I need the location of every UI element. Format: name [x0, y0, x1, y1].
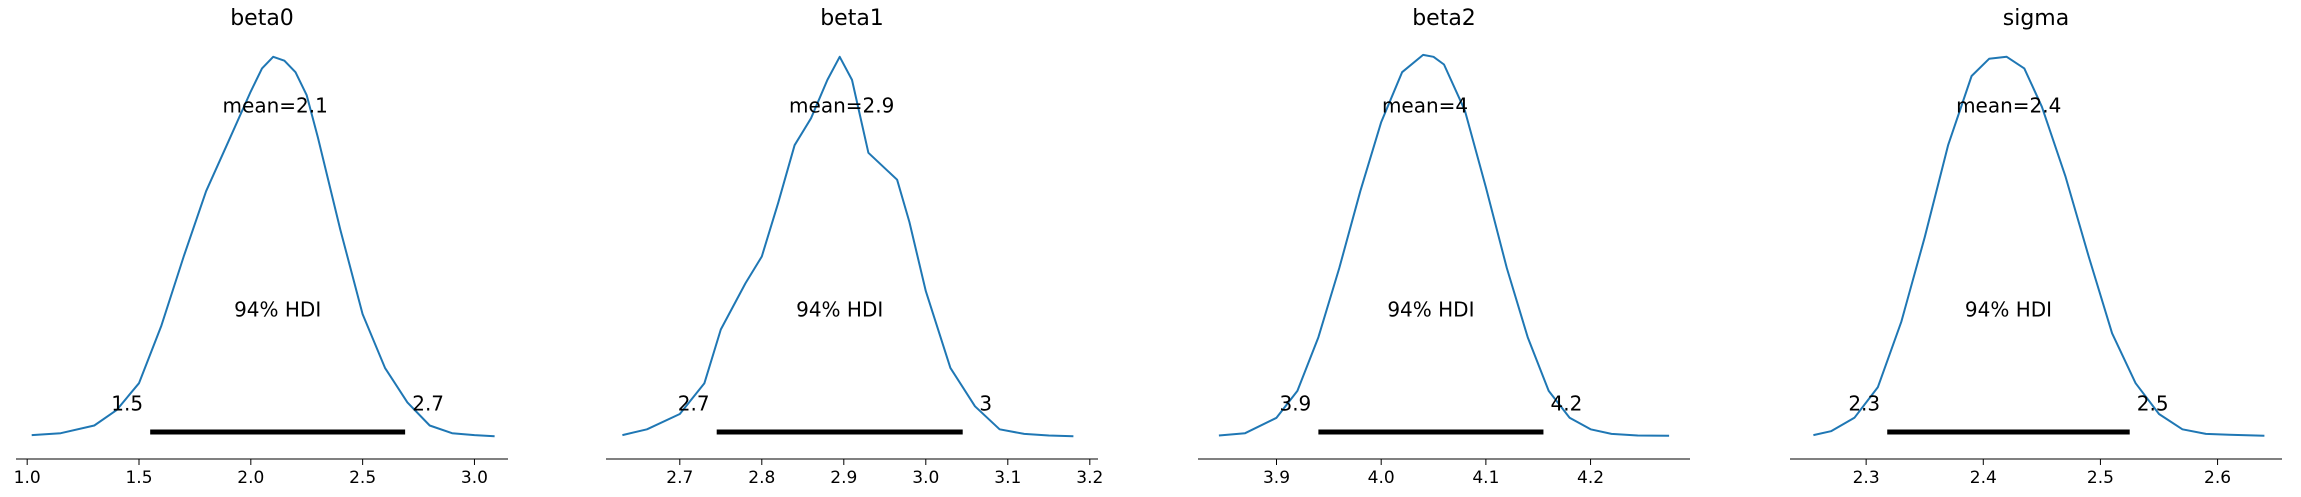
x-tick-label: 2.0: [237, 468, 264, 488]
x-tick-label: 3.1: [994, 468, 1021, 488]
x-tick-label: 1.0: [14, 468, 41, 488]
hdi-upper-label: 4.2: [1551, 392, 1583, 416]
x-tick-label: 1.5: [125, 468, 152, 488]
x-tick-label: 3.2: [1076, 468, 1103, 488]
panel-beta2: beta2 mean=4 94% HDI 3.9 4.2 3.9 4.0 4.1 4.2: [1198, 6, 1690, 488]
x-tick-label: 3.0: [912, 468, 939, 488]
panel-title: beta1: [820, 6, 884, 31]
hdi-lower-label: 3.9: [1279, 392, 1311, 416]
panel-title: beta2: [1412, 6, 1476, 31]
mean-label: mean=2.1: [223, 94, 328, 118]
x-tick-label: 2.7: [666, 468, 693, 488]
density-curve: [1218, 53, 1670, 437]
hdi-upper-label: 2.5: [2137, 392, 2169, 416]
x-tick-label: 2.4: [1970, 468, 1997, 488]
panel-title: sigma: [2003, 6, 2069, 31]
hdi-label: 94% HDI: [1387, 298, 1474, 322]
hdi-label: 94% HDI: [1965, 298, 2052, 322]
hdi-label: 94% HDI: [796, 298, 883, 322]
density-curve: [31, 55, 495, 438]
hdi-lower-label: 2.7: [678, 392, 710, 416]
panel-beta0: beta0 mean=2.1 94% HDI 1.5 2.7 1.0 1.5 2.0 2.5 3.…: [14, 6, 508, 488]
hdi-label: 94% HDI: [234, 298, 321, 322]
x-tick-label: 4.2: [1577, 468, 1604, 488]
x-tick-label: 2.5: [349, 468, 376, 488]
hdi-upper-label: 3: [979, 392, 992, 416]
hdi-lower-label: 2.3: [1848, 392, 1880, 416]
mean-label: mean=2.9: [789, 94, 894, 118]
panel-title: beta0: [230, 6, 294, 31]
panel-beta1: beta1 mean=2.9 94% HDI 2.7 3 2.7 2.8 2.9 3.0 3.1 3…: [606, 6, 1103, 488]
panel-sigma: sigma mean=2.4 94% HDI 2.3 2.5 2.3 2.4 2.5 2.6: [1790, 6, 2282, 488]
hdi-upper-label: 2.7: [412, 392, 444, 416]
x-tick-label: 2.5: [2087, 468, 2114, 488]
x-tick-label: 3.0: [461, 468, 488, 488]
density-curve: [622, 55, 1074, 438]
x-tick-label: 2.6: [2204, 468, 2231, 488]
mean-label: mean=2.4: [1956, 94, 2061, 118]
x-tick-label: 2.9: [830, 468, 857, 488]
x-tick-label: 4.0: [1368, 468, 1395, 488]
density-curve: [1813, 55, 2265, 437]
hdi-lower-label: 1.5: [111, 392, 143, 416]
x-tick-label: 4.1: [1472, 468, 1499, 488]
x-tick-label: 3.9: [1263, 468, 1290, 488]
x-tick-label: 2.3: [1853, 468, 1880, 488]
mean-label: mean=4: [1382, 94, 1468, 118]
x-tick-label: 2.8: [748, 468, 775, 488]
